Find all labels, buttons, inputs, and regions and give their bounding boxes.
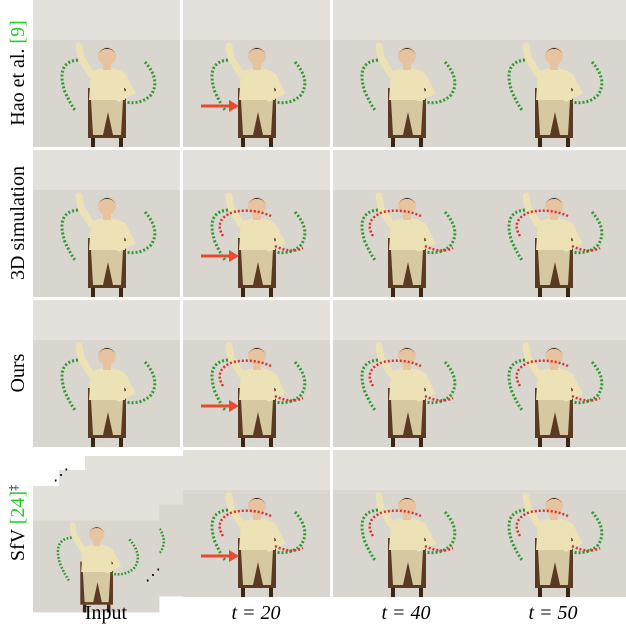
row-label-text: SfV <box>7 528 29 561</box>
row-label: 3D simulation <box>7 166 29 280</box>
column-label: t = 40 <box>381 602 430 624</box>
photo <box>33 150 180 297</box>
photo <box>333 150 480 297</box>
image-cell <box>33 150 180 297</box>
row-label: Ours <box>7 353 29 392</box>
row-label-text: Hao et al. <box>7 49 29 126</box>
column-label: t = 50 <box>528 602 577 624</box>
photo <box>333 450 480 597</box>
photo <box>333 300 480 447</box>
photo <box>183 0 330 147</box>
image-cell <box>33 0 180 147</box>
image-cell <box>480 300 626 447</box>
photo <box>183 450 330 597</box>
image-cell <box>333 450 480 597</box>
image-cell <box>480 0 626 147</box>
column-label: t = 20 <box>231 602 280 624</box>
photo <box>480 450 626 597</box>
row-label: Hao et al. [9] <box>7 20 29 126</box>
image-cell <box>480 150 626 297</box>
image-cell <box>333 150 480 297</box>
footnote-mark: ‡ <box>6 485 20 491</box>
photo <box>480 0 626 147</box>
row-label: SfV [24]‡ <box>6 485 29 561</box>
photo <box>480 300 626 447</box>
image-grid: ⋰⋰ <box>33 0 626 612</box>
image-cell <box>183 0 330 147</box>
photo <box>480 150 626 297</box>
photo <box>333 0 480 147</box>
photo <box>33 300 180 447</box>
image-cell <box>183 300 330 447</box>
citation: [24] <box>7 491 29 524</box>
image-cell <box>333 0 480 147</box>
column-label: Input <box>85 602 128 624</box>
photo <box>33 0 180 147</box>
citation: [9] <box>7 20 29 43</box>
row-label-text: 3D simulation <box>7 166 29 280</box>
ellipsis: ⋰ <box>53 467 69 484</box>
photo <box>183 150 330 297</box>
image-cell <box>183 450 330 597</box>
image-cell <box>33 300 180 447</box>
image-cell <box>183 150 330 297</box>
ellipsis: ⋰ <box>145 567 161 584</box>
image-cell <box>480 450 626 597</box>
image-cell <box>333 300 480 447</box>
figure: ⋰⋰ Hao et al. [9]3D simulationOursSfV [2… <box>0 0 626 627</box>
row-label-text: Ours <box>7 353 29 392</box>
photo <box>183 300 330 447</box>
page: ⋰⋰ Hao et al. [9]3D simulationOursSfV [2… <box>0 0 626 627</box>
frame <box>33 486 159 612</box>
